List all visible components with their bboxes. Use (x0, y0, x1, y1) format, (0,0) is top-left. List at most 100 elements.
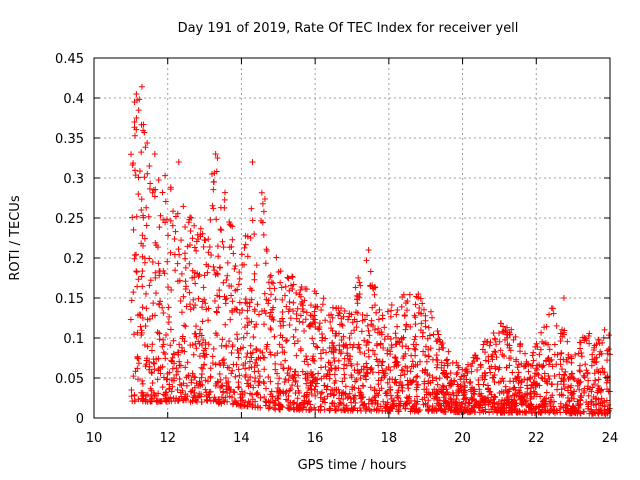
data-point (206, 243, 213, 250)
data-point (263, 248, 270, 255)
data-point (342, 383, 349, 390)
data-point (144, 170, 151, 177)
data-point (503, 397, 510, 404)
data-point (338, 305, 345, 312)
data-point (276, 341, 283, 348)
data-point (266, 313, 273, 320)
data-point (365, 347, 372, 354)
data-point (142, 323, 149, 330)
data-point (332, 407, 339, 414)
data-point (286, 299, 293, 306)
data-point (279, 334, 286, 341)
data-point (441, 408, 448, 415)
data-point (155, 260, 162, 267)
data-point (410, 341, 417, 348)
data-point (454, 369, 461, 376)
data-point (138, 327, 145, 334)
data-point (247, 373, 254, 380)
data-point (222, 394, 229, 401)
data-point (185, 372, 192, 379)
data-point (147, 385, 154, 392)
data-point (256, 373, 263, 380)
data-point (348, 374, 355, 381)
data-point (533, 340, 540, 347)
data-point (143, 222, 150, 229)
data-point (186, 260, 193, 267)
data-point (509, 409, 516, 416)
data-point (184, 359, 191, 366)
data-point (404, 367, 411, 374)
data-point (409, 358, 416, 365)
data-point (164, 258, 171, 265)
data-point (568, 353, 575, 360)
data-point (259, 200, 266, 207)
data-point (566, 373, 573, 380)
data-point (407, 397, 414, 404)
data-point (480, 381, 487, 388)
data-point (473, 399, 480, 406)
data-point (136, 311, 143, 318)
data-point (525, 368, 532, 375)
data-point (331, 403, 338, 410)
data-point (147, 277, 154, 284)
data-point (417, 327, 424, 334)
data-point (351, 366, 358, 373)
data-point (444, 356, 451, 363)
data-point (229, 298, 236, 305)
data-point (146, 163, 153, 170)
data-point (316, 324, 323, 331)
data-point (244, 350, 251, 357)
data-point (127, 316, 134, 323)
data-point (278, 284, 285, 291)
data-point (453, 392, 460, 399)
data-point (517, 348, 524, 355)
data-point (401, 371, 408, 378)
data-point (222, 375, 229, 382)
data-point (223, 276, 230, 283)
data-point (356, 345, 363, 352)
data-point (157, 268, 164, 275)
data-point (320, 295, 327, 302)
data-point (429, 402, 436, 409)
data-point (131, 392, 138, 399)
data-point (311, 386, 318, 393)
data-point (139, 232, 146, 239)
data-point (289, 273, 296, 280)
data-point (231, 265, 238, 272)
data-point (361, 316, 368, 323)
data-point (349, 386, 356, 393)
data-point (298, 283, 305, 290)
data-point (598, 407, 605, 414)
data-point (371, 291, 378, 298)
data-point (300, 308, 307, 315)
data-point (139, 393, 146, 400)
data-point (167, 394, 174, 401)
data-point (247, 285, 254, 292)
data-point (242, 373, 249, 380)
data-point (395, 387, 402, 394)
data-point (315, 370, 322, 377)
data-point (511, 384, 518, 391)
data-point (427, 308, 434, 315)
data-point (220, 398, 227, 405)
data-point (498, 400, 505, 407)
data-point (290, 281, 297, 288)
outlier-point (214, 155, 221, 161)
data-point (198, 332, 205, 339)
data-point (367, 268, 374, 275)
data-point (162, 392, 169, 399)
data-point (464, 406, 471, 413)
data-point (326, 359, 333, 366)
data-point (331, 358, 338, 365)
data-point (354, 318, 361, 325)
data-point (282, 376, 289, 383)
data-point (398, 335, 405, 342)
data-point (541, 370, 548, 377)
data-point (213, 270, 220, 277)
data-point (388, 307, 395, 314)
data-point (385, 364, 392, 371)
data-point (424, 335, 431, 342)
data-point (202, 345, 209, 352)
data-point (353, 309, 360, 316)
data-point (417, 295, 424, 302)
